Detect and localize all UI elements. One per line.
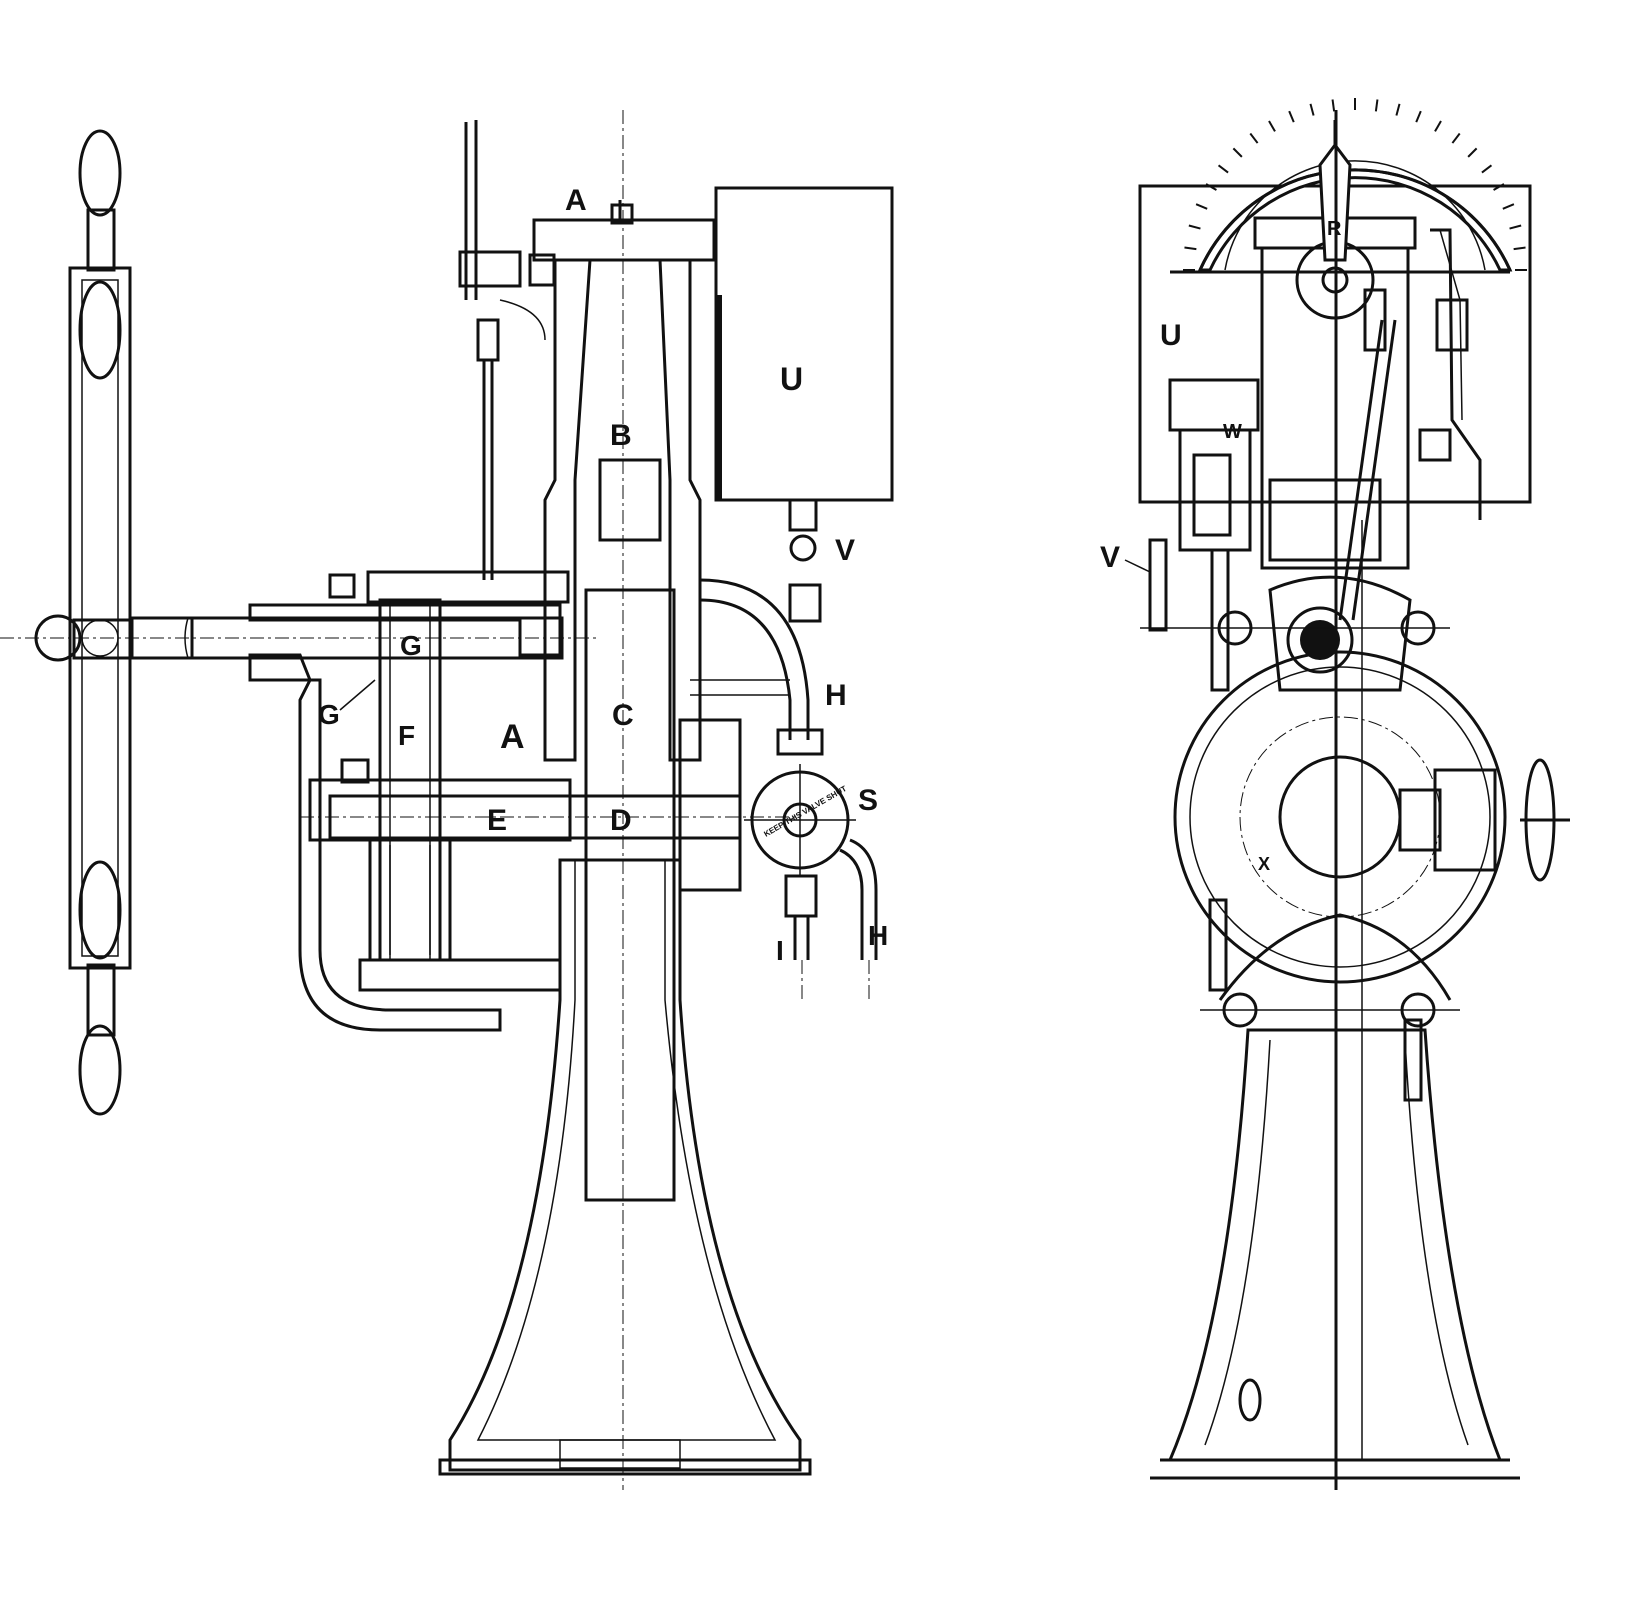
gear-housing: [248, 570, 572, 1032]
section-labels: A B U V G G F A C H E D S KEEP THIS VALV…: [318, 184, 888, 966]
label-x: X: [1258, 854, 1270, 874]
label-f: F: [398, 720, 415, 751]
label-b: B: [610, 419, 632, 452]
dial-tick: [1451, 132, 1461, 144]
label-v: V: [835, 534, 855, 567]
label-g-gear: G: [400, 630, 422, 661]
label-d: D: [610, 804, 632, 837]
label-a-mid: A: [500, 718, 525, 756]
tank-u: [714, 186, 894, 502]
main-column: [438, 110, 812, 1490]
dial-tick: [1188, 224, 1201, 230]
dial-tick: [1184, 246, 1197, 251]
label-i: I: [776, 935, 784, 966]
dial-tick: [1467, 147, 1478, 158]
front-labels: R U W V X: [1100, 218, 1342, 874]
valve-and-piping: [690, 498, 878, 1000]
label-c: C: [612, 699, 634, 732]
dial-tick: [1195, 203, 1208, 210]
upper-shaft: [0, 616, 600, 660]
dial-tick: [1513, 246, 1526, 251]
dial-tick: [1249, 132, 1259, 144]
label-g-pointer: G: [318, 699, 340, 730]
dial-ticks: [1183, 98, 1527, 271]
hand-wheel: [34, 129, 134, 1116]
crank-disc: [1140, 575, 1570, 1102]
label-h-upper: H: [825, 679, 847, 712]
v-pointer-line: [1124, 559, 1151, 573]
dial-tick: [1288, 110, 1295, 123]
dial-tick: [1415, 110, 1422, 123]
valve-plate-text: KEEP THIS VALVE SHUT: [762, 784, 848, 839]
lower-shaft: [300, 794, 800, 840]
dial-tick: [1205, 183, 1217, 191]
dial-tick: [1509, 224, 1522, 230]
front-view: R U W V X: [1100, 98, 1570, 1490]
dial-tick: [1374, 99, 1379, 112]
dial-tick: [1395, 103, 1401, 116]
label-v-front: V: [1100, 541, 1120, 574]
dial: [1170, 98, 1527, 274]
label-r: R: [1327, 218, 1342, 240]
label-h-lower: H: [868, 920, 888, 951]
dial-tick: [1309, 103, 1315, 116]
dial-tick: [1331, 99, 1336, 112]
dial-tick: [1493, 183, 1505, 191]
label-s: S: [858, 784, 878, 817]
lever-rod: [458, 120, 556, 580]
dial-tick: [1434, 120, 1442, 132]
label-u-front: U: [1160, 319, 1182, 352]
label-e: E: [487, 804, 507, 837]
dial-tick: [1217, 164, 1229, 174]
section-view: A B U V G G F A C H E D S KEEP THIS VALV…: [0, 110, 894, 1490]
dial-tick: [1268, 120, 1276, 132]
label-u: U: [780, 361, 803, 397]
dial-tick: [1232, 147, 1243, 158]
dial-tick: [1502, 203, 1515, 210]
label-w: W: [1223, 421, 1242, 443]
label-a-top: A: [565, 184, 587, 217]
dial-tick: [1481, 164, 1493, 174]
g-pointer-line: [339, 679, 376, 711]
front-pedestal: [1150, 110, 1520, 1490]
